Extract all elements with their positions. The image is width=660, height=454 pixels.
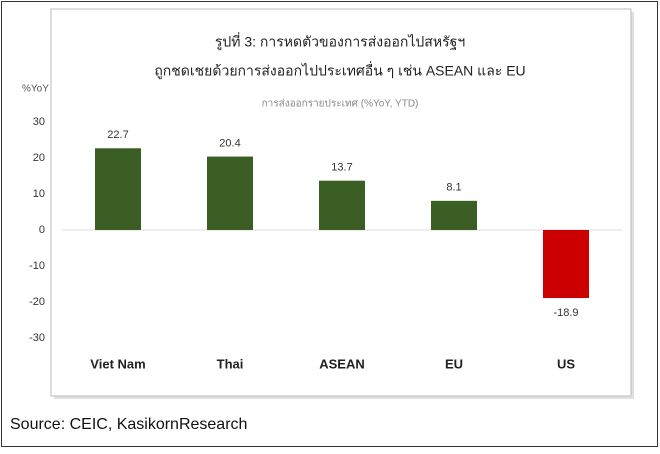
x-tick-label: Thai [217,356,244,371]
x-tick-label: EU [445,356,463,371]
value-label: 20.4 [219,137,240,149]
y-tick-label: 10 [33,188,45,200]
bar [95,148,141,230]
x-tick-label: US [557,356,575,371]
bar [319,180,365,230]
x-tick-label: Viet Nam [90,356,145,371]
chart-subtitle: ถูกชดเชยด้วยการส่งออกไปประเทศอื่น ๆ เช่น… [154,62,525,80]
bar [543,230,589,299]
value-label: 22.7 [107,129,128,141]
y-tick-label: 30 [33,116,45,128]
y-tick-label: -10 [29,260,45,272]
y-tick-label: 0 [39,224,45,236]
bar [207,156,253,230]
y-tick-label: -30 [29,332,45,344]
series-label: การส่งออกรายประเทศ (%YoY, YTD) [262,99,419,110]
bar [431,200,477,230]
y-axis-label: %YoY [22,84,49,95]
value-label: -18.9 [553,307,578,319]
chart-title: รูปที่ 3: การหดตัวของการส่งออกไปสหรัฐฯ [215,33,465,51]
y-tick-label: 20 [33,152,45,164]
value-label: 13.7 [331,162,352,174]
y-tick-label: -20 [29,296,45,308]
value-label: 8.1 [446,182,461,194]
source-note: Source: CEIC, KasikornResearch [10,416,247,433]
x-tick-label: ASEAN [319,356,365,371]
